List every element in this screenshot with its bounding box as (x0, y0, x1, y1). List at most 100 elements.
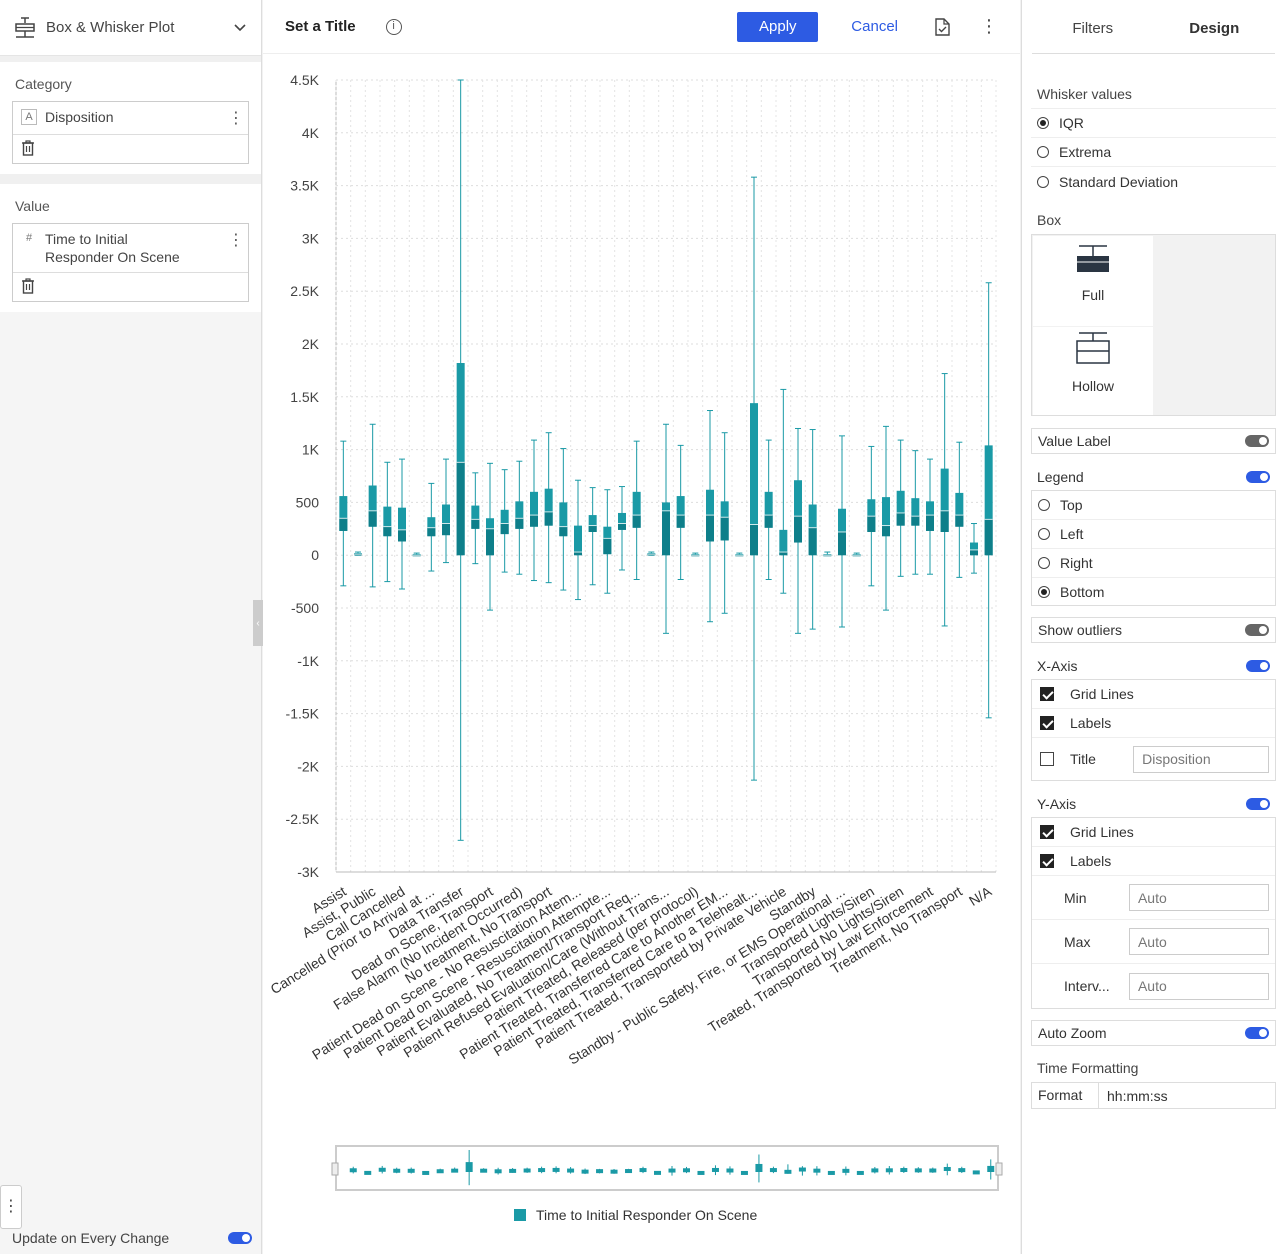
mini-box (538, 1168, 546, 1173)
checkbox[interactable] (1040, 825, 1054, 839)
apply-button[interactable]: Apply (737, 11, 819, 42)
y-tick-label: -500 (291, 600, 319, 616)
auto-zoom-toggle[interactable] (1245, 1027, 1269, 1039)
show-outliers-toggle[interactable] (1245, 624, 1269, 636)
box-lower-half (852, 555, 861, 557)
option-label: Labels (1070, 853, 1112, 869)
x-grid-lines-option[interactable]: Grid Lines (1032, 680, 1275, 709)
legend-option-right[interactable]: Right (1032, 549, 1275, 578)
x-labels-option[interactable]: Labels (1032, 709, 1275, 738)
time-formatting-label: Time Formatting (1037, 1060, 1139, 1076)
hollow-box-icon (1076, 332, 1110, 364)
checkbox[interactable] (1040, 752, 1054, 766)
legend-position-options: Top Left Right Bottom (1031, 490, 1276, 606)
mini-box (407, 1168, 415, 1173)
range-handle-left (331, 1162, 339, 1176)
category-field[interactable]: A Disposition ⋮ (13, 102, 248, 135)
value-field-name: Time to Initial Responder On Scene (45, 230, 228, 266)
radio-button[interactable] (1037, 117, 1049, 129)
chevron-down-icon[interactable] (233, 23, 247, 33)
radio-button[interactable] (1037, 146, 1049, 158)
box-style-full[interactable]: Full (1033, 236, 1153, 326)
option-label: Grid Lines (1070, 686, 1134, 702)
box-lower-half (368, 510, 377, 527)
time-format-input[interactable]: hh:mm:ss (1098, 1083, 1275, 1108)
mini-box (856, 1170, 864, 1175)
y-interval-input[interactable]: Auto (1128, 972, 1269, 1000)
y-grid-lines-option[interactable]: Grid Lines (1032, 818, 1275, 847)
trash-icon[interactable] (21, 278, 35, 294)
box-lower-half (838, 531, 846, 556)
box-lower-half (515, 518, 524, 529)
x-axis-toggle[interactable] (1246, 660, 1270, 672)
checkbox[interactable] (1040, 716, 1054, 730)
radio-button[interactable] (1038, 585, 1050, 598)
value-label: Value (15, 198, 50, 214)
box-style-hollow[interactable]: Hollow (1033, 327, 1153, 415)
checkbox[interactable] (1040, 687, 1054, 701)
y-axis-toggle[interactable] (1246, 798, 1270, 810)
collapse-left-handle[interactable]: ‹ (253, 600, 263, 646)
cancel-button[interactable]: Cancel (851, 18, 898, 35)
chart-legend[interactable]: Time to Initial Responder On Scene (514, 1207, 757, 1223)
checkbox[interactable] (1040, 854, 1054, 868)
tab-filters[interactable]: Filters (1072, 20, 1114, 37)
interval-label: Interv... (1064, 978, 1110, 994)
radio-button[interactable] (1038, 499, 1050, 511)
divider (0, 56, 261, 62)
mini-box (740, 1170, 748, 1175)
mini-box (842, 1168, 850, 1173)
box-label: Box (1037, 212, 1062, 228)
panel-tabs: Filters Design (1032, 0, 1275, 54)
save-document-icon[interactable] (934, 17, 950, 36)
legend-toggle[interactable] (1246, 471, 1270, 483)
whisker-option-iqr[interactable]: IQR (1031, 109, 1276, 138)
box (456, 363, 465, 556)
legend-label: Time to Initial Responder On Scene (536, 1207, 758, 1223)
whisker-option-std[interactable]: Standard Deviation (1031, 167, 1276, 196)
box-style-hollow-label: Hollow (1071, 378, 1114, 394)
mini-box (480, 1168, 488, 1173)
option-label: IQR (1059, 115, 1084, 131)
box-lower-half (984, 519, 993, 556)
text-type-icon: A (21, 109, 37, 125)
max-label: Max (1064, 933, 1091, 950)
show-outliers-row: Show outliers (1031, 617, 1276, 643)
update-on-change-toggle[interactable] (228, 1232, 252, 1244)
kebab-menu-icon[interactable]: ⋮ (228, 110, 244, 127)
box-lower-half (867, 516, 876, 532)
more-options-icon[interactable]: ⋮ (0, 1185, 22, 1229)
y-max-option: Max Auto (1032, 920, 1275, 964)
x-title-input[interactable]: Disposition (1133, 745, 1269, 773)
value-label-toggle[interactable] (1245, 435, 1269, 447)
value-field[interactable]: # Time to Initial Responder On Scene ⋮ (13, 224, 248, 273)
y-labels-option[interactable]: Labels (1032, 847, 1275, 876)
radio-button[interactable] (1038, 557, 1050, 569)
y-min-input[interactable]: Auto (1128, 884, 1269, 911)
legend-option-bottom[interactable]: Bottom (1032, 578, 1275, 605)
kebab-menu-icon[interactable]: ⋮ (980, 16, 998, 36)
radio-button[interactable] (1038, 528, 1050, 540)
box (530, 491, 538, 527)
box (442, 504, 450, 536)
whisker-option-extrema[interactable]: Extrema (1031, 138, 1276, 167)
trash-icon[interactable] (21, 140, 35, 156)
mini-box (900, 1168, 908, 1173)
legend-option-left[interactable]: Left (1032, 520, 1275, 549)
mini-box (509, 1168, 517, 1173)
box (764, 491, 773, 528)
mini-box (972, 1170, 980, 1175)
legend-option-top[interactable]: Top (1032, 491, 1275, 520)
box-lower-half (735, 555, 744, 557)
tab-design[interactable]: Design (1189, 20, 1240, 37)
box-style-full-label: Full (1081, 287, 1105, 303)
option-label: Bottom (1060, 583, 1105, 600)
box-lower-half (486, 528, 494, 556)
chart-type-selector[interactable]: Box & Whisker Plot (0, 0, 261, 56)
radio-button[interactable] (1037, 175, 1049, 188)
kebab-menu-icon[interactable]: ⋮ (228, 232, 244, 249)
y-max-input[interactable]: Auto (1128, 928, 1269, 955)
chart-title[interactable]: Set a Title (285, 18, 356, 35)
info-icon[interactable]: i (385, 18, 402, 35)
